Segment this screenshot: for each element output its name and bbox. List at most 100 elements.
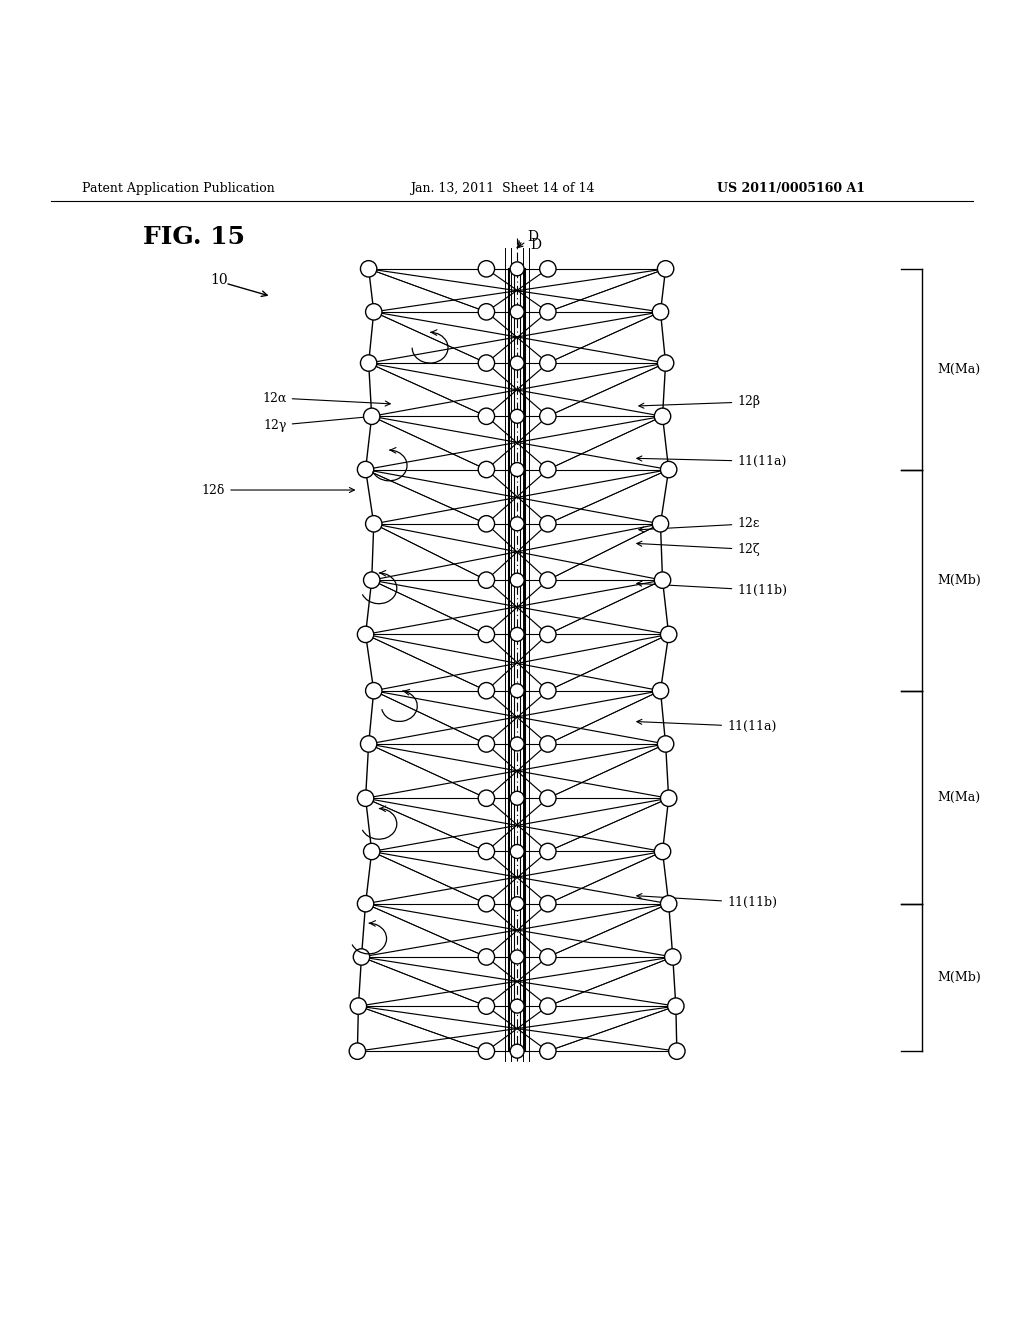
Text: M(Mb): M(Mb) [937, 972, 981, 983]
Circle shape [478, 682, 495, 698]
Circle shape [353, 949, 370, 965]
Text: 12ζ: 12ζ [637, 541, 760, 556]
Text: 11(11a): 11(11a) [637, 455, 786, 467]
Circle shape [540, 998, 556, 1014]
Circle shape [478, 791, 495, 807]
Circle shape [360, 260, 377, 277]
Circle shape [478, 998, 495, 1014]
Circle shape [665, 949, 681, 965]
Circle shape [510, 950, 524, 964]
Circle shape [668, 998, 684, 1014]
Circle shape [364, 408, 380, 425]
Circle shape [357, 791, 374, 807]
Circle shape [478, 895, 495, 912]
Circle shape [540, 408, 556, 425]
Circle shape [510, 627, 524, 642]
Circle shape [478, 843, 495, 859]
Circle shape [478, 735, 495, 752]
Text: 12γ: 12γ [263, 414, 370, 432]
Circle shape [540, 355, 556, 371]
Circle shape [669, 1043, 685, 1060]
Circle shape [540, 462, 556, 478]
Text: 11(11b): 11(11b) [637, 894, 777, 909]
Circle shape [660, 626, 677, 643]
Circle shape [657, 355, 674, 371]
Circle shape [652, 304, 669, 319]
Circle shape [540, 516, 556, 532]
Circle shape [654, 408, 671, 425]
Circle shape [540, 682, 556, 698]
Circle shape [510, 845, 524, 858]
Circle shape [510, 1044, 524, 1059]
Text: M(Mb): M(Mb) [937, 574, 981, 586]
Circle shape [540, 843, 556, 859]
Circle shape [360, 355, 377, 371]
Circle shape [357, 462, 374, 478]
Circle shape [357, 895, 374, 912]
Text: FIG. 15: FIG. 15 [143, 224, 246, 248]
Text: US 2011/0005160 A1: US 2011/0005160 A1 [717, 182, 865, 195]
Circle shape [540, 260, 556, 277]
Text: M(Ma): M(Ma) [937, 791, 980, 804]
Circle shape [357, 626, 374, 643]
Circle shape [510, 684, 524, 698]
Circle shape [360, 735, 377, 752]
Text: 11(11a): 11(11a) [637, 719, 776, 733]
Circle shape [478, 408, 495, 425]
Text: M(Ma): M(Ma) [937, 363, 980, 376]
Circle shape [660, 895, 677, 912]
Circle shape [654, 572, 671, 589]
Circle shape [364, 572, 380, 589]
Circle shape [366, 516, 382, 532]
Circle shape [478, 1043, 495, 1060]
Circle shape [657, 260, 674, 277]
Text: Jan. 13, 2011  Sheet 14 of 14: Jan. 13, 2011 Sheet 14 of 14 [410, 182, 594, 195]
Text: D: D [530, 238, 542, 252]
Circle shape [510, 356, 524, 370]
Circle shape [510, 409, 524, 424]
Text: 10: 10 [210, 273, 227, 286]
Circle shape [364, 843, 380, 859]
Text: 12ε: 12ε [639, 517, 760, 532]
Circle shape [478, 260, 495, 277]
Circle shape [510, 305, 524, 319]
Circle shape [510, 999, 524, 1012]
Circle shape [652, 682, 669, 698]
Circle shape [478, 572, 495, 589]
Circle shape [478, 355, 495, 371]
Circle shape [540, 735, 556, 752]
Text: 12α: 12α [262, 391, 390, 407]
Circle shape [349, 1043, 366, 1060]
Circle shape [654, 843, 671, 859]
Circle shape [366, 304, 382, 319]
Circle shape [478, 462, 495, 478]
Circle shape [660, 791, 677, 807]
Circle shape [510, 261, 524, 276]
Text: 12δ: 12δ [202, 483, 354, 496]
Circle shape [652, 516, 669, 532]
Circle shape [510, 517, 524, 531]
Text: 11(11b): 11(11b) [637, 581, 787, 597]
Circle shape [350, 998, 367, 1014]
Circle shape [540, 304, 556, 319]
Circle shape [478, 949, 495, 965]
Circle shape [366, 682, 382, 698]
Circle shape [657, 735, 674, 752]
Text: Patent Application Publication: Patent Application Publication [82, 182, 274, 195]
Text: 12β: 12β [639, 396, 761, 408]
Text: D: D [527, 230, 539, 244]
Circle shape [540, 572, 556, 589]
Circle shape [510, 573, 524, 587]
Circle shape [478, 626, 495, 643]
Circle shape [540, 626, 556, 643]
Circle shape [478, 304, 495, 319]
Circle shape [540, 1043, 556, 1060]
Circle shape [540, 949, 556, 965]
Circle shape [478, 516, 495, 532]
Circle shape [540, 791, 556, 807]
Circle shape [660, 462, 677, 478]
Circle shape [510, 737, 524, 751]
Circle shape [510, 896, 524, 911]
Circle shape [510, 462, 524, 477]
Circle shape [540, 895, 556, 912]
